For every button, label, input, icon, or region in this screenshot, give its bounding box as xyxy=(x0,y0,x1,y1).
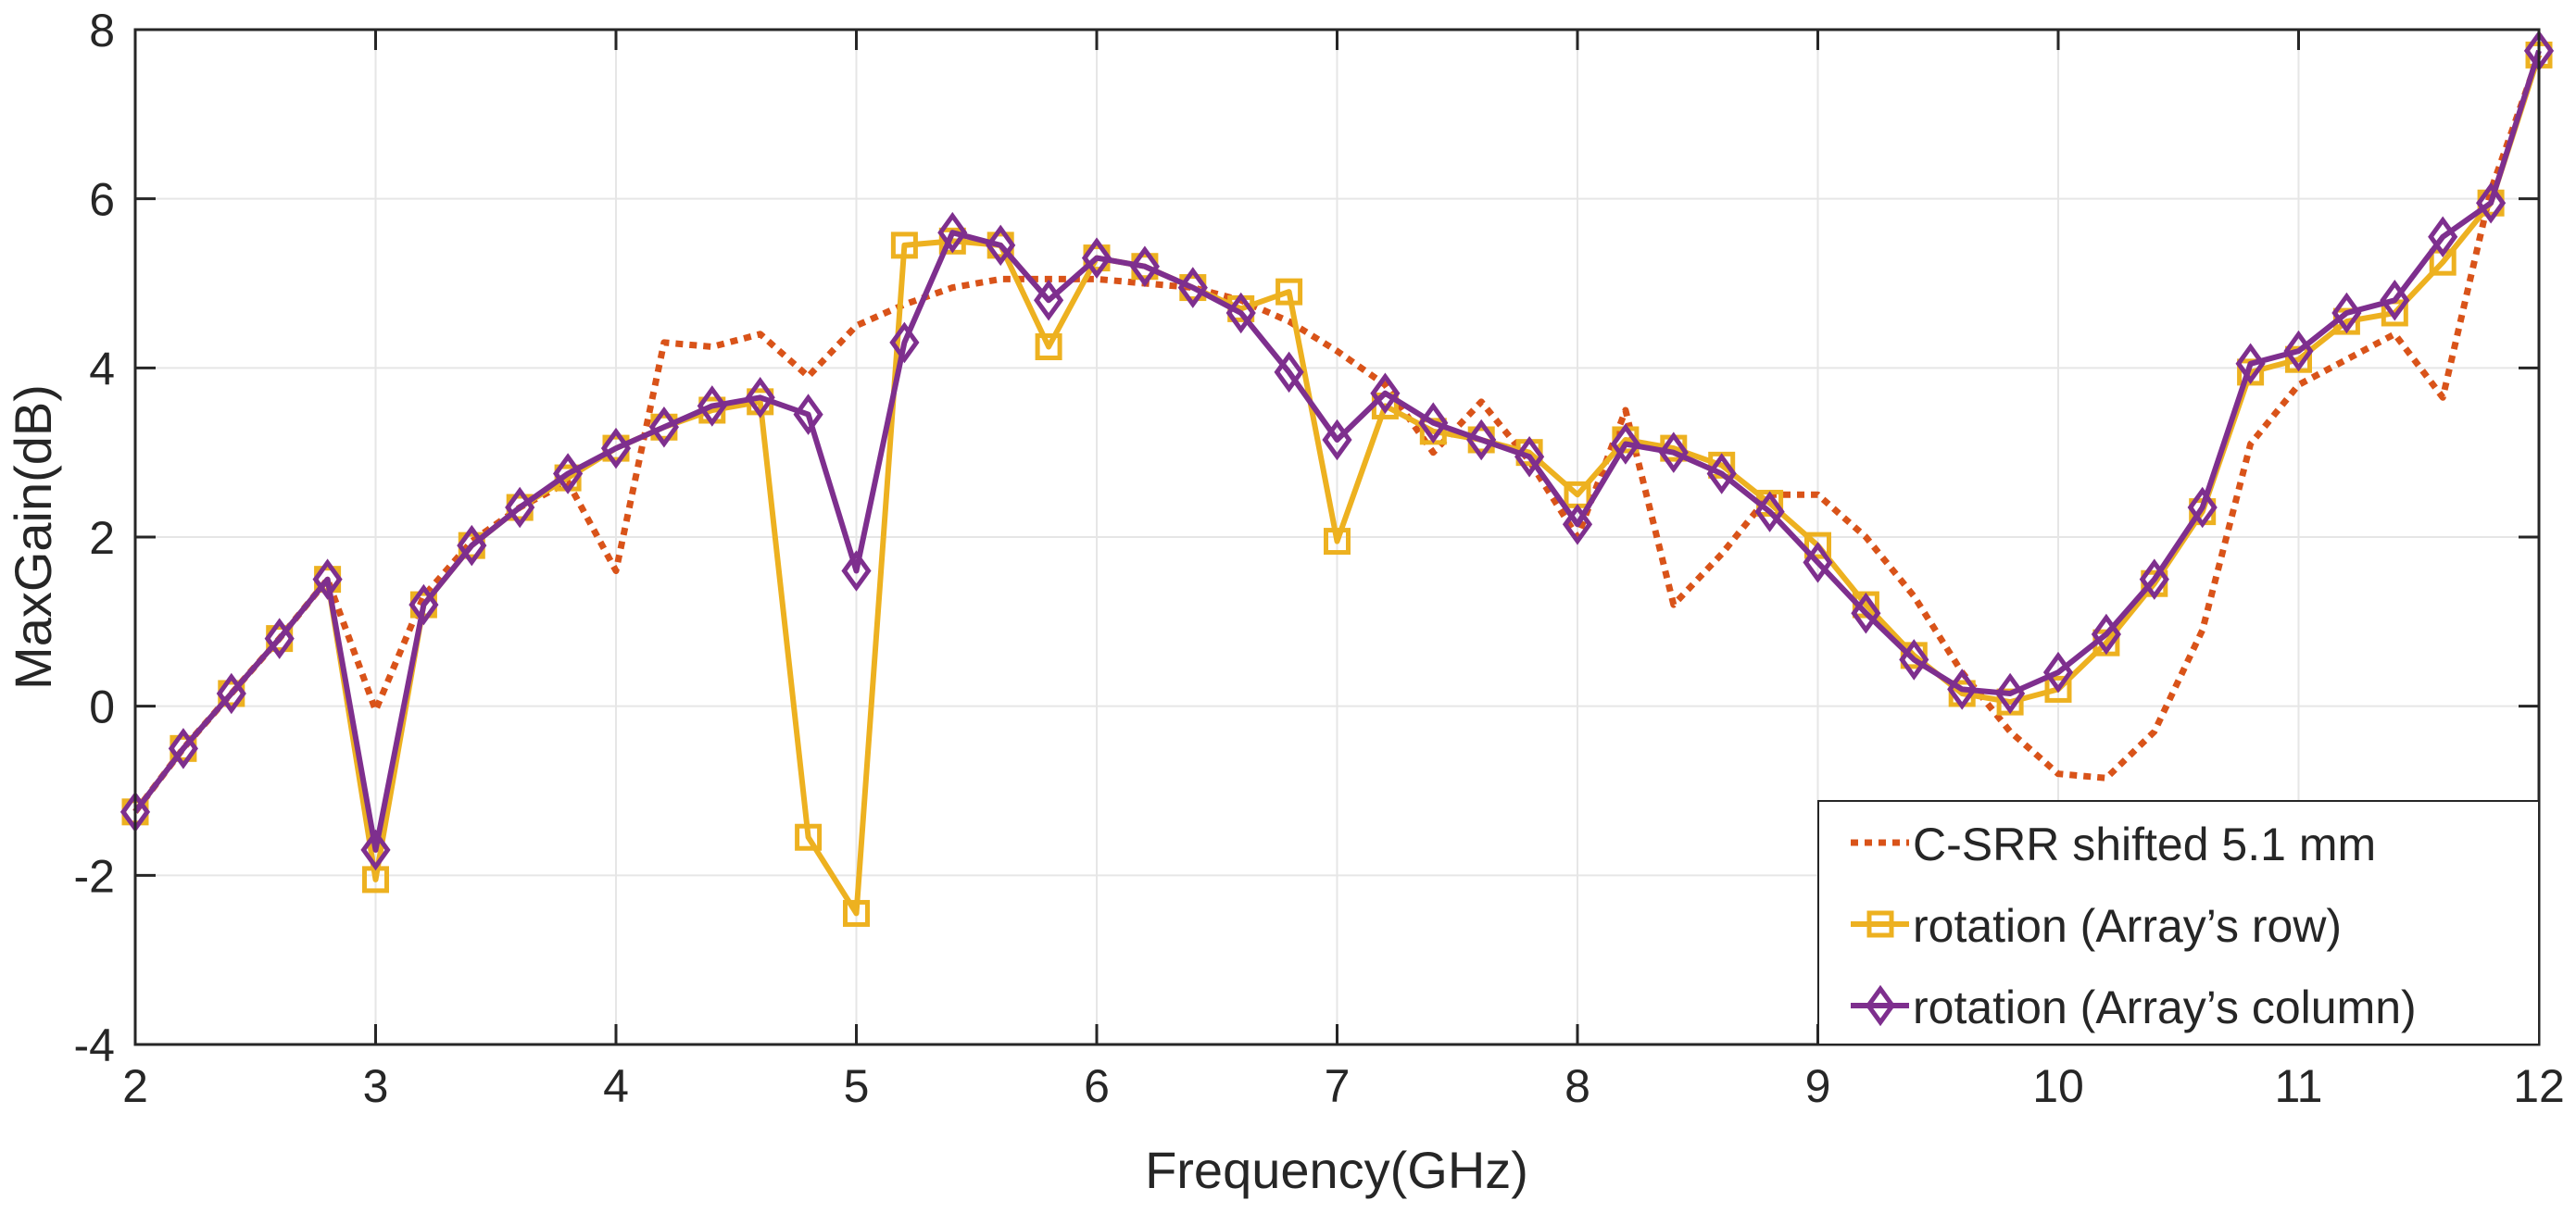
data-point xyxy=(1947,669,1978,710)
data-point xyxy=(2187,486,2218,529)
x-tick-label: 8 xyxy=(1564,1060,1590,1112)
data-point xyxy=(841,550,872,592)
data-point xyxy=(937,211,968,254)
data-point xyxy=(1706,453,1737,494)
data-point xyxy=(1418,402,1449,444)
data-point xyxy=(505,486,535,529)
data-point xyxy=(2235,343,2266,385)
data-point xyxy=(2091,613,2121,656)
data-point xyxy=(2283,330,2314,372)
data-point xyxy=(1129,245,1160,288)
data-point xyxy=(1081,237,1112,279)
x-tick-label: 7 xyxy=(1325,1060,1351,1112)
x-tick-label: 11 xyxy=(2275,1060,2323,1112)
y-tick-label: 2 xyxy=(89,512,115,564)
data-point xyxy=(1803,542,1833,583)
data-point xyxy=(1851,592,1881,634)
data-point xyxy=(986,224,1016,267)
data-point xyxy=(1514,435,1545,478)
data-point xyxy=(1466,419,1497,461)
x-tick-label: 9 xyxy=(1805,1060,1831,1112)
data-point xyxy=(168,728,198,769)
legend-label: C-SRR shifted 5.1 mm xyxy=(1913,819,2376,870)
data-point xyxy=(1370,372,1401,415)
legend-label: rotation (Array’s row) xyxy=(1913,900,2342,952)
data-point xyxy=(1995,672,2026,715)
x-axis: 2 3 4 5 6 7 8 9 10 11 12 xyxy=(122,30,2565,1112)
data-point xyxy=(1322,419,1352,461)
data-point xyxy=(1225,292,1256,334)
data-point xyxy=(1177,267,1208,308)
y-tick-label: 4 xyxy=(89,343,115,394)
data-point xyxy=(697,385,727,427)
legend-marker xyxy=(1865,984,1896,1027)
data-point xyxy=(1754,491,1785,532)
y-tick-label: -4 xyxy=(74,1019,115,1071)
x-tick-label: 3 xyxy=(363,1060,389,1112)
data-point xyxy=(2380,279,2410,321)
data-point xyxy=(600,427,632,469)
data-point xyxy=(1562,504,1593,545)
data-point xyxy=(795,823,823,851)
legend: C-SRR shifted 5.1 mm rotation (Array’s ro… xyxy=(1817,800,2540,1045)
legend-marker xyxy=(1866,910,1894,938)
y-axis: -4 -2 0 2 4 6 8 xyxy=(74,5,2539,1071)
data-point xyxy=(793,394,823,435)
x-tick-label: 2 xyxy=(122,1060,148,1112)
data-point xyxy=(312,558,343,600)
y-axis-label: MaxGain(dB) xyxy=(4,384,62,690)
x-tick-label: 5 xyxy=(844,1060,870,1112)
x-tick-label: 10 xyxy=(2032,1060,2084,1112)
series-line xyxy=(132,49,2542,853)
data-point xyxy=(889,321,920,364)
x-axis-label: Frequency(GHz) xyxy=(1145,1141,1528,1199)
data-point xyxy=(1035,333,1062,360)
data-point xyxy=(2331,292,2362,334)
data-point xyxy=(457,524,487,567)
y-tick-label: -2 xyxy=(74,850,115,902)
series-3 xyxy=(119,30,2555,871)
data-point xyxy=(2139,558,2169,600)
data-point xyxy=(1274,351,1304,394)
data-point xyxy=(2476,181,2507,224)
x-tick-label: 12 xyxy=(2513,1060,2565,1112)
y-tick-label: 6 xyxy=(89,174,115,226)
data-point xyxy=(1658,431,1689,473)
x-tick-label: 6 xyxy=(1084,1060,1110,1112)
data-point xyxy=(2428,216,2458,258)
legend-box xyxy=(1817,800,2540,1045)
data-point xyxy=(1899,639,1929,681)
data-point xyxy=(360,829,391,871)
data-point xyxy=(648,406,679,448)
data-point xyxy=(843,899,870,927)
data-point xyxy=(890,231,918,259)
y-tick-label: 8 xyxy=(89,5,115,56)
data-point xyxy=(1804,531,1831,559)
y-tick-label: 0 xyxy=(89,682,115,733)
data-point xyxy=(408,583,439,626)
legend-label: rotation (Array’s column) xyxy=(1913,982,2417,1033)
data-point xyxy=(1610,423,1640,465)
data-point xyxy=(2044,675,2072,703)
data-point xyxy=(1324,528,1351,556)
data-point xyxy=(1275,278,1303,306)
data-point xyxy=(745,377,775,419)
data-point xyxy=(216,672,246,715)
data-point xyxy=(264,618,295,659)
data-point xyxy=(553,453,584,494)
x-tick-label: 4 xyxy=(603,1060,629,1112)
data-point xyxy=(1034,279,1064,321)
data-point xyxy=(2042,651,2074,694)
